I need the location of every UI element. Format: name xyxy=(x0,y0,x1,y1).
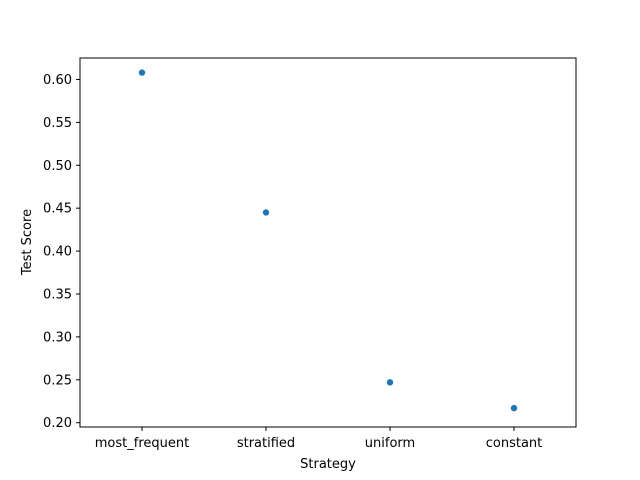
y-axis-ticks: 0.20 0.25 0.30 0.35 0.40 0.45 0.50 0.55 0.60 xyxy=(43,73,80,431)
x-tick-label: constant xyxy=(486,436,543,451)
data-point-stratified xyxy=(262,209,270,216)
y-tick-label: 0.30 xyxy=(43,330,72,345)
y-tick-label: 0.60 xyxy=(43,73,72,88)
data-point-uniform xyxy=(386,379,394,386)
y-tick-label: 0.20 xyxy=(43,416,72,431)
x-tick-label: uniform xyxy=(365,436,415,451)
y-tick-label: 0.45 xyxy=(43,202,72,217)
plot-area xyxy=(79,57,577,428)
y-tick-label: 0.50 xyxy=(43,159,72,174)
y-axis-label: Test Score xyxy=(20,209,35,276)
y-tick-label: 0.35 xyxy=(43,287,72,302)
data-point-most-frequent xyxy=(138,69,146,76)
data-point-constant xyxy=(510,404,518,412)
x-tick-label: stratified xyxy=(237,436,295,451)
x-axis-ticks: most_frequent stratified uniform constant xyxy=(95,427,542,451)
y-tick-label: 0.40 xyxy=(43,245,72,260)
x-axis-label: Strategy xyxy=(300,457,356,472)
x-tick-label: most_frequent xyxy=(95,436,189,451)
y-tick-label: 0.55 xyxy=(43,116,72,131)
y-tick-label: 0.25 xyxy=(43,373,72,388)
data-points xyxy=(138,69,518,412)
